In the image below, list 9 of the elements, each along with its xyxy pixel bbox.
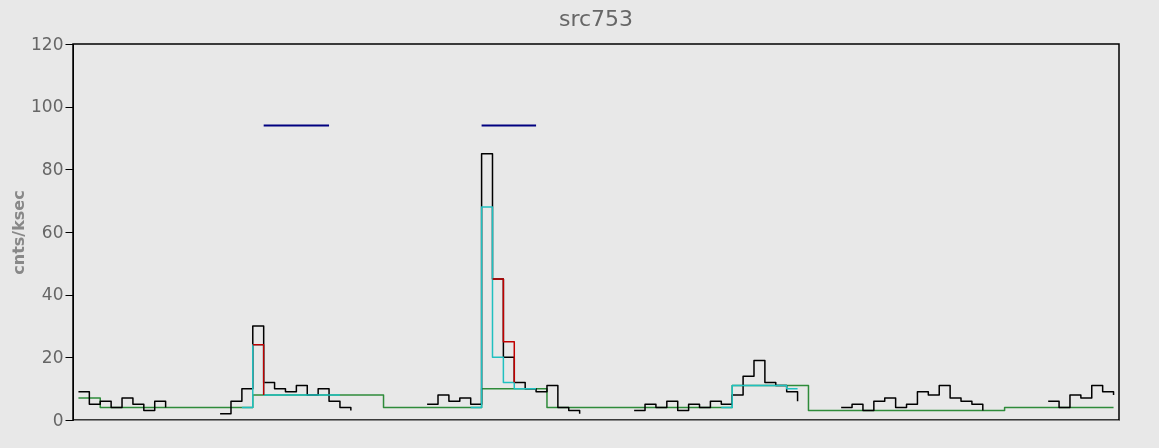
y-tick-label: 120 [31, 33, 64, 54]
y-axis-title: cnts/ksec [9, 190, 29, 275]
y-tick-label: 60 [41, 221, 64, 242]
y-tick-label: 100 [31, 96, 64, 117]
y-tick-label: 0 [52, 409, 64, 430]
chart-title: src753 [558, 6, 634, 31]
y-tick-label: 20 [41, 346, 64, 367]
y-tick-label: 40 [41, 284, 64, 305]
y-tick-label: 80 [41, 158, 64, 179]
